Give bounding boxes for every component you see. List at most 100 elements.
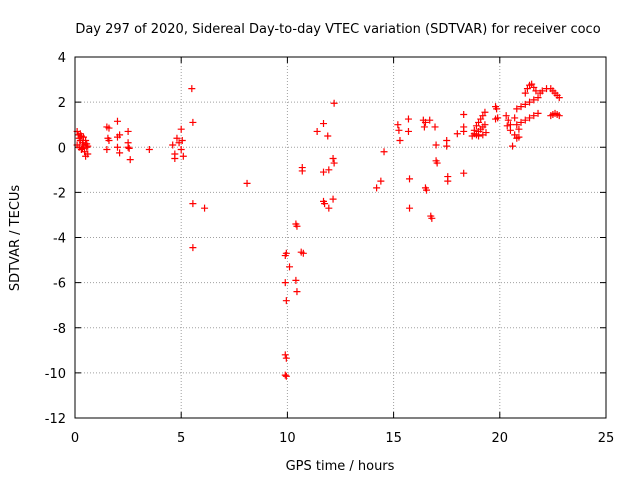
plot-frame <box>74 56 607 419</box>
data-point <box>532 87 540 95</box>
data-point <box>515 133 523 141</box>
data-point <box>325 204 333 212</box>
data-point <box>377 177 385 185</box>
data-point <box>126 156 134 164</box>
data-point <box>521 100 529 108</box>
data-point <box>482 129 490 137</box>
x-tick-labels: 0 5 10 15 20 25 <box>71 431 614 446</box>
y-tick-label: 0 <box>58 141 66 156</box>
data-point <box>178 136 186 144</box>
y-tick-labels: -12 -10 -8 -6 -4 -2 0 2 4 <box>45 51 66 427</box>
data-point <box>105 124 113 132</box>
data-point <box>555 94 563 102</box>
data-point <box>443 142 451 150</box>
data-point <box>530 112 538 120</box>
data-point <box>189 244 197 252</box>
data-point <box>394 121 402 129</box>
x-tick-label: 15 <box>385 431 402 446</box>
data-point <box>423 186 431 194</box>
data-point <box>511 131 519 139</box>
data-point <box>313 127 321 135</box>
data-point <box>502 112 510 120</box>
data-point <box>173 134 181 142</box>
x-tick-label: 25 <box>598 431 615 446</box>
data-point <box>201 204 209 212</box>
data-point <box>293 222 301 230</box>
x-tick-label: 20 <box>492 431 509 446</box>
data-point <box>526 98 534 106</box>
data-point <box>243 179 251 187</box>
data-point <box>460 169 468 177</box>
data-point <box>526 114 534 122</box>
data-point <box>189 200 197 208</box>
data-point <box>509 142 517 150</box>
y-tick-label: -10 <box>45 367 66 382</box>
data-point <box>282 249 290 257</box>
data-point <box>113 117 121 125</box>
chart-title: Day 297 of 2020, Sidereal Day-to-day VTE… <box>75 22 600 37</box>
data-point <box>320 120 328 128</box>
y-tick-label: -4 <box>53 232 66 247</box>
data-point <box>428 214 436 222</box>
data-point <box>460 111 468 119</box>
data-point <box>521 116 529 124</box>
data-point <box>325 166 333 174</box>
data-point <box>513 121 521 129</box>
data-point <box>395 126 403 134</box>
data-point <box>113 143 121 151</box>
data-point <box>82 152 90 160</box>
data-point <box>511 114 519 122</box>
data-point <box>534 94 542 102</box>
data-point <box>282 372 290 380</box>
data-point <box>329 155 337 163</box>
data-point <box>504 116 512 124</box>
data-point <box>103 146 111 154</box>
y-tick-label: -6 <box>53 277 66 292</box>
data-point <box>517 118 525 126</box>
data-point <box>433 159 441 167</box>
data-point <box>404 127 412 135</box>
data-point <box>420 123 428 131</box>
data-point <box>380 148 388 156</box>
data-point <box>281 371 289 379</box>
data-point <box>116 149 124 157</box>
data-point <box>481 108 489 116</box>
grid-lines <box>75 57 606 418</box>
data-point <box>84 142 92 150</box>
data-point <box>292 276 300 284</box>
data-point <box>431 123 439 131</box>
data-point <box>324 132 332 140</box>
y-tick-label: 2 <box>58 96 66 111</box>
x-tick-label: 0 <box>71 431 79 446</box>
data-point <box>521 89 529 97</box>
data-point <box>113 133 121 141</box>
y-axis-label: SDTVAR / TECUs <box>8 185 23 292</box>
tick-marks <box>74 56 607 419</box>
data-point <box>329 195 337 203</box>
data-point <box>169 141 177 149</box>
data-point <box>125 144 133 152</box>
data-point <box>330 99 338 107</box>
data-point <box>299 249 307 257</box>
data-point <box>282 297 290 305</box>
data-point <box>492 115 500 123</box>
x-axis-label: GPS time / hours <box>286 459 395 474</box>
data-point <box>145 146 153 154</box>
data-point <box>460 127 468 135</box>
data-point <box>373 184 381 192</box>
x-tick-label: 5 <box>177 431 185 446</box>
data-point <box>177 146 185 154</box>
data-point <box>281 279 289 287</box>
data-point <box>426 116 434 124</box>
data-point <box>406 175 414 183</box>
data-point <box>534 109 542 117</box>
data-point <box>517 103 525 111</box>
data-point <box>515 125 523 133</box>
data-point <box>432 141 440 149</box>
data-point <box>493 105 501 113</box>
data-point <box>396 136 404 144</box>
data-point <box>453 130 461 138</box>
data-point <box>406 204 414 212</box>
data-point <box>330 159 338 167</box>
